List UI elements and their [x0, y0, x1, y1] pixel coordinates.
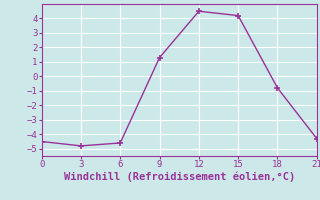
X-axis label: Windchill (Refroidissement éolien,°C): Windchill (Refroidissement éolien,°C) [64, 172, 295, 182]
